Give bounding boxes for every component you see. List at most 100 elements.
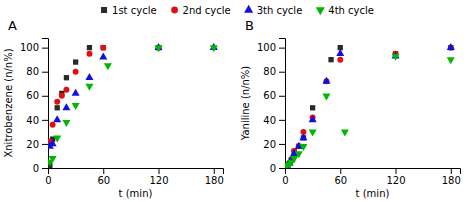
panel: 0 60 120 180 0 20 40 60 80 100 t (min) Yaniline (n/… [240, 18, 461, 199]
axis-domain [286, 169, 461, 175]
point [210, 45, 218, 52]
tick-mark [451, 168, 452, 174]
tick-mark [42, 72, 48, 73]
tick: 20 [263, 139, 285, 150]
tick: 60 [26, 90, 48, 101]
panel-title: A [8, 18, 17, 33]
tick: 0 [33, 163, 48, 174]
series [285, 54, 455, 168]
tick-label: 40 [263, 115, 276, 126]
point [336, 49, 344, 56]
point [73, 59, 78, 64]
legend-label: 4th cycle [328, 5, 374, 16]
point [73, 69, 79, 75]
point [53, 115, 61, 122]
point [290, 156, 298, 163]
point [85, 84, 93, 91]
point [309, 130, 317, 137]
point [100, 45, 106, 51]
tick-label: 80 [263, 66, 276, 77]
plot-area [285, 43, 455, 168]
point [64, 75, 69, 80]
legend: 1st cycle 2nd cycle 3th cycle 4th cycle [101, 5, 374, 16]
tick: 80 [26, 66, 48, 77]
axis-domain [49, 169, 224, 175]
tick-label: 80 [26, 66, 39, 77]
tick-mark [42, 96, 48, 97]
point [72, 89, 80, 96]
tick-mark [279, 168, 285, 169]
y-axis: 0 20 40 60 80 100 [257, 39, 286, 174]
tick-mark [159, 168, 160, 174]
legend-symbol [244, 5, 253, 13]
point [59, 93, 65, 99]
tick-mark [214, 168, 215, 174]
tick-label: 0 [270, 163, 276, 174]
tick-label: 120 [386, 175, 405, 186]
tick-label: 180 [205, 175, 224, 186]
tick-label: 60 [263, 90, 276, 101]
tick-mark [279, 120, 285, 121]
y-axis-title: Yaniline (n/n%) [240, 66, 251, 142]
tick: 60 [97, 168, 110, 186]
tick-mark [42, 48, 48, 49]
point [299, 133, 307, 140]
tick-label: 40 [26, 115, 39, 126]
tick-mark [42, 144, 48, 145]
point [87, 45, 92, 50]
point [99, 53, 107, 60]
tick-mark [42, 120, 48, 121]
tick-label: 60 [26, 90, 39, 101]
x-axis-title: t (min) [119, 188, 153, 199]
tick: 0 [45, 168, 51, 186]
tick-mark [279, 96, 285, 97]
panel-title: B [245, 18, 254, 33]
legend-entry: 2nd cycle [171, 5, 230, 16]
point [322, 77, 330, 84]
tick-mark [42, 168, 48, 169]
legend-entry: 4th cycle [316, 5, 374, 16]
panel: 0 60 120 180 0 20 40 60 80 100 t (min) Xnitrobenzen… [3, 18, 224, 199]
x-axis: 0 60 120 180 [282, 168, 461, 186]
point [295, 151, 303, 158]
point [86, 51, 92, 57]
x-axis-title: t (min) [356, 188, 390, 199]
point [310, 105, 315, 110]
legend-label: 1st cycle [112, 5, 157, 16]
point [155, 45, 163, 52]
tick-label: 0 [45, 175, 51, 186]
legend-entry: 1st cycle [101, 5, 157, 16]
point [337, 57, 343, 63]
tick-label: 0 [282, 175, 288, 186]
tick-label: 20 [26, 139, 39, 150]
point [63, 87, 69, 93]
point [101, 45, 106, 50]
tick: 180 [205, 168, 224, 186]
tick: 120 [149, 168, 168, 186]
tick: 60 [263, 90, 285, 101]
y-axis: 0 20 40 60 80 100 [20, 39, 49, 174]
tick: 0 [282, 168, 288, 186]
tick-mark [279, 144, 285, 145]
tick: 180 [442, 168, 461, 186]
point [392, 54, 400, 61]
point [104, 63, 112, 70]
tick: 40 [26, 115, 48, 126]
legend-symbol [171, 7, 178, 14]
tick-label: 60 [334, 175, 347, 186]
tick: 40 [263, 115, 285, 126]
point [53, 136, 61, 143]
tick: 100 [20, 42, 48, 53]
chart: 0 60 120 180 0 20 40 60 80 100 t (min) Xnitrobenzen… [0, 0, 474, 202]
legend-entry: 3th cycle [244, 5, 302, 16]
point [447, 57, 455, 64]
tick-label: 100 [257, 42, 276, 53]
tick-label: 0 [33, 163, 39, 174]
tick-label: 60 [97, 175, 110, 186]
axis-domain [279, 39, 286, 169]
y-axis-title: Xnitrobenzene (n/n%) [3, 48, 14, 157]
series [285, 45, 454, 168]
tick-label: 20 [263, 139, 276, 150]
series [285, 43, 455, 168]
point [328, 57, 333, 62]
